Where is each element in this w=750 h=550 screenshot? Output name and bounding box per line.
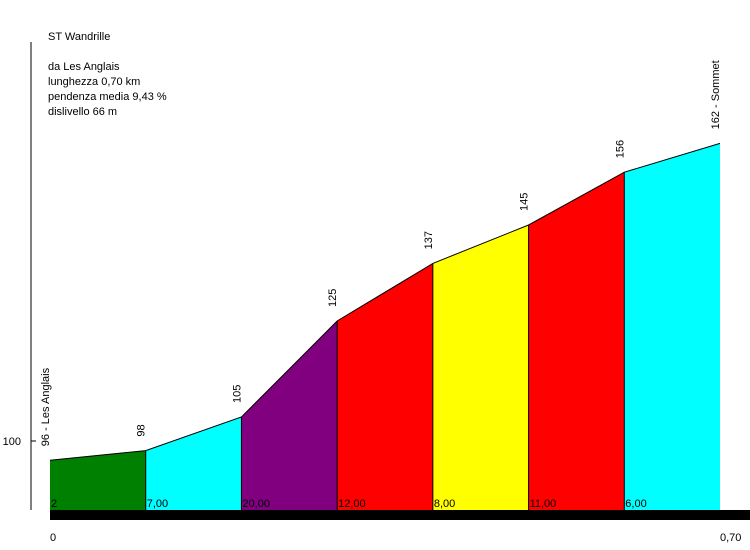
elevation-label-4: 137 (423, 231, 435, 249)
elevation-label-6: 156 (614, 140, 626, 158)
climb-elevation-gain: dislivello 66 m (48, 106, 118, 118)
segment-gradient-label-4: 12,00 (338, 498, 366, 510)
segment-gradient-label-2: 7,00 (147, 498, 168, 510)
profile-segment-4 (337, 263, 433, 510)
profile-segment-5 (432, 225, 529, 510)
segment-gradient-label-5: 8,00 (434, 498, 455, 510)
elevation-label-0: 96 - Les Anglais (40, 367, 52, 446)
profile-segment-1 (50, 450, 146, 510)
climb-average-gradient: pendenza media 9,43 % (48, 91, 167, 103)
climb-title: ST Wandrille (48, 31, 111, 43)
x-tick-label-end: 0,70 (720, 532, 741, 544)
climb-start: da Les Anglais (48, 61, 120, 73)
segment-gradient-label-1: 2 (51, 498, 57, 510)
x-axis-baseline (50, 510, 750, 520)
segment-gradient-label-3: 20,00 (242, 498, 270, 510)
elevation-label-3: 125 (327, 289, 339, 307)
profile-outline (49, 142, 721, 461)
elevation-label-7: 162 - Sommet (710, 60, 722, 129)
profile-segment-6 (528, 172, 625, 510)
elevation-label-5: 145 (519, 193, 531, 211)
x-tick-label-start: 0 (50, 532, 56, 544)
elevation-label-2: 105 (231, 385, 243, 403)
y-tick-label-0: 100 (3, 436, 21, 448)
profile-segment-7 (624, 143, 720, 510)
elevation-label-1: 98 (136, 424, 148, 436)
climb-length: lunghezza 0,70 km (48, 76, 141, 88)
segment-gradient-label-6: 11,00 (530, 498, 557, 510)
profile-segment-2 (145, 417, 242, 510)
profile-segment-3 (241, 321, 338, 510)
segment-gradient-label-7: 6,00 (625, 498, 646, 510)
